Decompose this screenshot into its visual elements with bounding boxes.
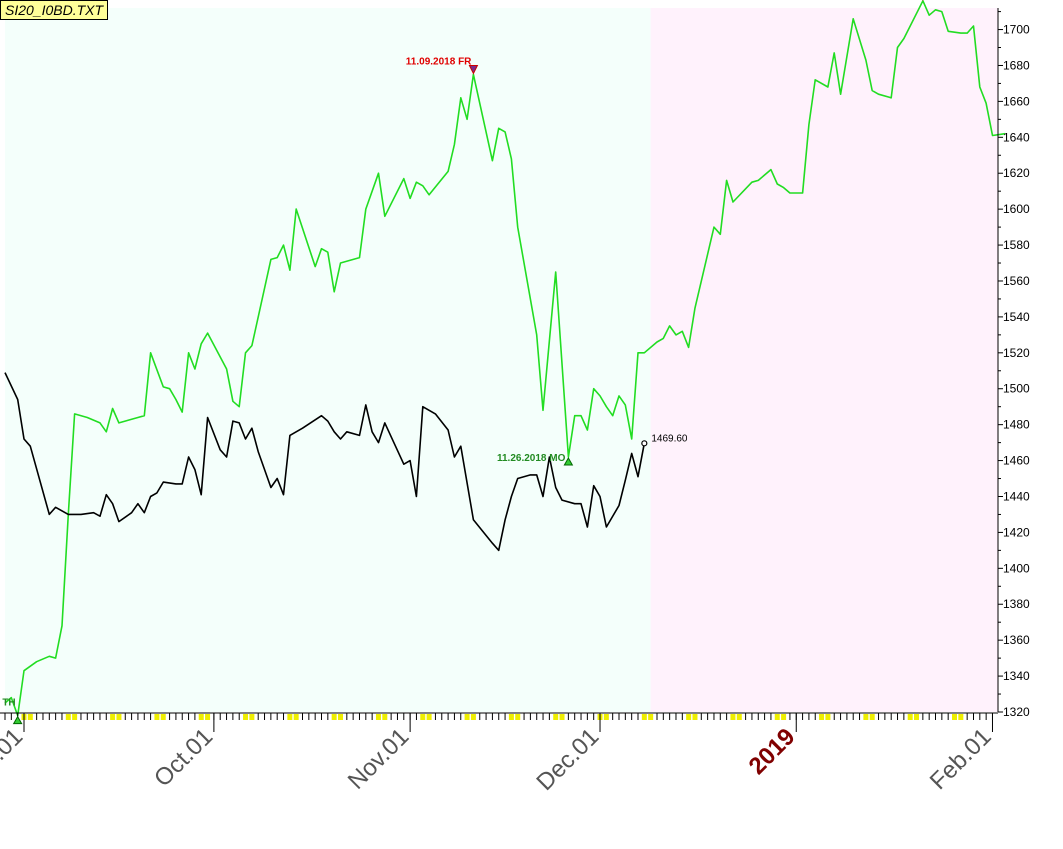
- y-tick-label: 1320: [1003, 705, 1030, 719]
- series-line-0: [4, 0, 1006, 717]
- weekend-marker: [730, 714, 736, 720]
- weekend-marker: [72, 714, 78, 720]
- x-tick-label: Dec.01: [531, 723, 604, 796]
- weekend-marker: [243, 714, 249, 720]
- weekend-marker: [819, 714, 825, 720]
- background-region-0: [5, 8, 651, 712]
- weekend-marker: [337, 714, 343, 720]
- x-tick-label: 2019: [744, 723, 801, 780]
- weekend-marker: [287, 714, 293, 720]
- weekend-marker: [205, 714, 211, 720]
- weekend-marker: [692, 714, 698, 720]
- y-tick-label: 1600: [1003, 202, 1030, 216]
- weekend-marker: [825, 714, 831, 720]
- chart-title: SI20_I0BD.TXT: [0, 0, 109, 20]
- y-tick-label: 1560: [1003, 274, 1030, 288]
- weekend-marker: [958, 714, 964, 720]
- y-tick-label: 1360: [1003, 633, 1030, 647]
- y-tick-label: 1580: [1003, 238, 1030, 252]
- y-tick-label: 1500: [1003, 382, 1030, 396]
- weekend-marker: [375, 714, 381, 720]
- annotation-label: 11.09.2018 FR: [406, 56, 472, 67]
- annotation-label: 11.26.2018 MO: [497, 453, 566, 464]
- weekend-marker: [154, 714, 160, 720]
- x-tick-label: Feb.01: [925, 723, 997, 795]
- weekend-marker: [420, 714, 426, 720]
- weekend-marker: [686, 714, 692, 720]
- y-tick-label: 1420: [1003, 525, 1030, 539]
- weekend-marker: [293, 714, 299, 720]
- weekend-marker: [331, 714, 337, 720]
- weekend-marker: [27, 714, 33, 720]
- y-tick-label: 1520: [1003, 346, 1030, 360]
- weekend-marker: [914, 714, 920, 720]
- y-tick-label: 1620: [1003, 166, 1030, 180]
- y-tick-label: 1460: [1003, 454, 1030, 468]
- weekend-marker: [249, 714, 255, 720]
- weekend-marker: [603, 714, 609, 720]
- weekend-marker: [515, 714, 521, 720]
- weekend-marker: [464, 714, 470, 720]
- weekend-marker: [736, 714, 742, 720]
- weekend-marker: [774, 714, 780, 720]
- y-tick-label: 1640: [1003, 130, 1030, 144]
- background-region-1: [650, 8, 998, 712]
- y-tick-label: 1680: [1003, 58, 1030, 72]
- weekend-marker: [470, 714, 476, 720]
- high-arrow-marker: [468, 64, 479, 75]
- x-tick-label: Oct.01: [149, 723, 218, 792]
- weekend-marker: [553, 714, 559, 720]
- weekend-marker: [65, 714, 71, 720]
- weekend-marker: [863, 714, 869, 720]
- low-arrow-marker: [563, 456, 574, 466]
- y-tick-label: 1400: [1003, 561, 1030, 575]
- last-value-marker: [641, 440, 648, 447]
- weekend-marker: [559, 714, 565, 720]
- weekend-marker: [198, 714, 204, 720]
- series-line-1: [4, 372, 646, 552]
- weekend-marker: [952, 714, 957, 720]
- weekend-marker: [382, 714, 388, 720]
- annotation-label: 1469.60: [651, 433, 688, 444]
- y-tick-label: 1480: [1003, 418, 1030, 432]
- y-tick-label: 1340: [1003, 669, 1030, 683]
- x-tick-label: Sep.01: [0, 723, 28, 796]
- y-tick-label: 1440: [1003, 489, 1030, 503]
- y-tick-label: 1540: [1003, 310, 1030, 324]
- y-tick-label: 1660: [1003, 94, 1030, 108]
- y-tick-label: 1700: [1003, 23, 1030, 37]
- weekend-marker: [116, 714, 122, 720]
- weekend-marker: [641, 714, 647, 720]
- x-tick-label: Nov.01: [343, 723, 415, 795]
- weekend-marker: [110, 714, 116, 720]
- annotation-label: TH: [2, 698, 15, 709]
- low-arrow-marker: [12, 715, 23, 725]
- weekend-marker: [160, 714, 166, 720]
- weekend-marker: [907, 714, 913, 720]
- weekend-marker: [869, 714, 875, 720]
- weekend-marker: [781, 714, 787, 720]
- weekend-marker: [426, 714, 432, 720]
- weekend-marker: [648, 714, 654, 720]
- weekend-marker: [508, 714, 514, 720]
- y-tick-label: 1380: [1003, 597, 1030, 611]
